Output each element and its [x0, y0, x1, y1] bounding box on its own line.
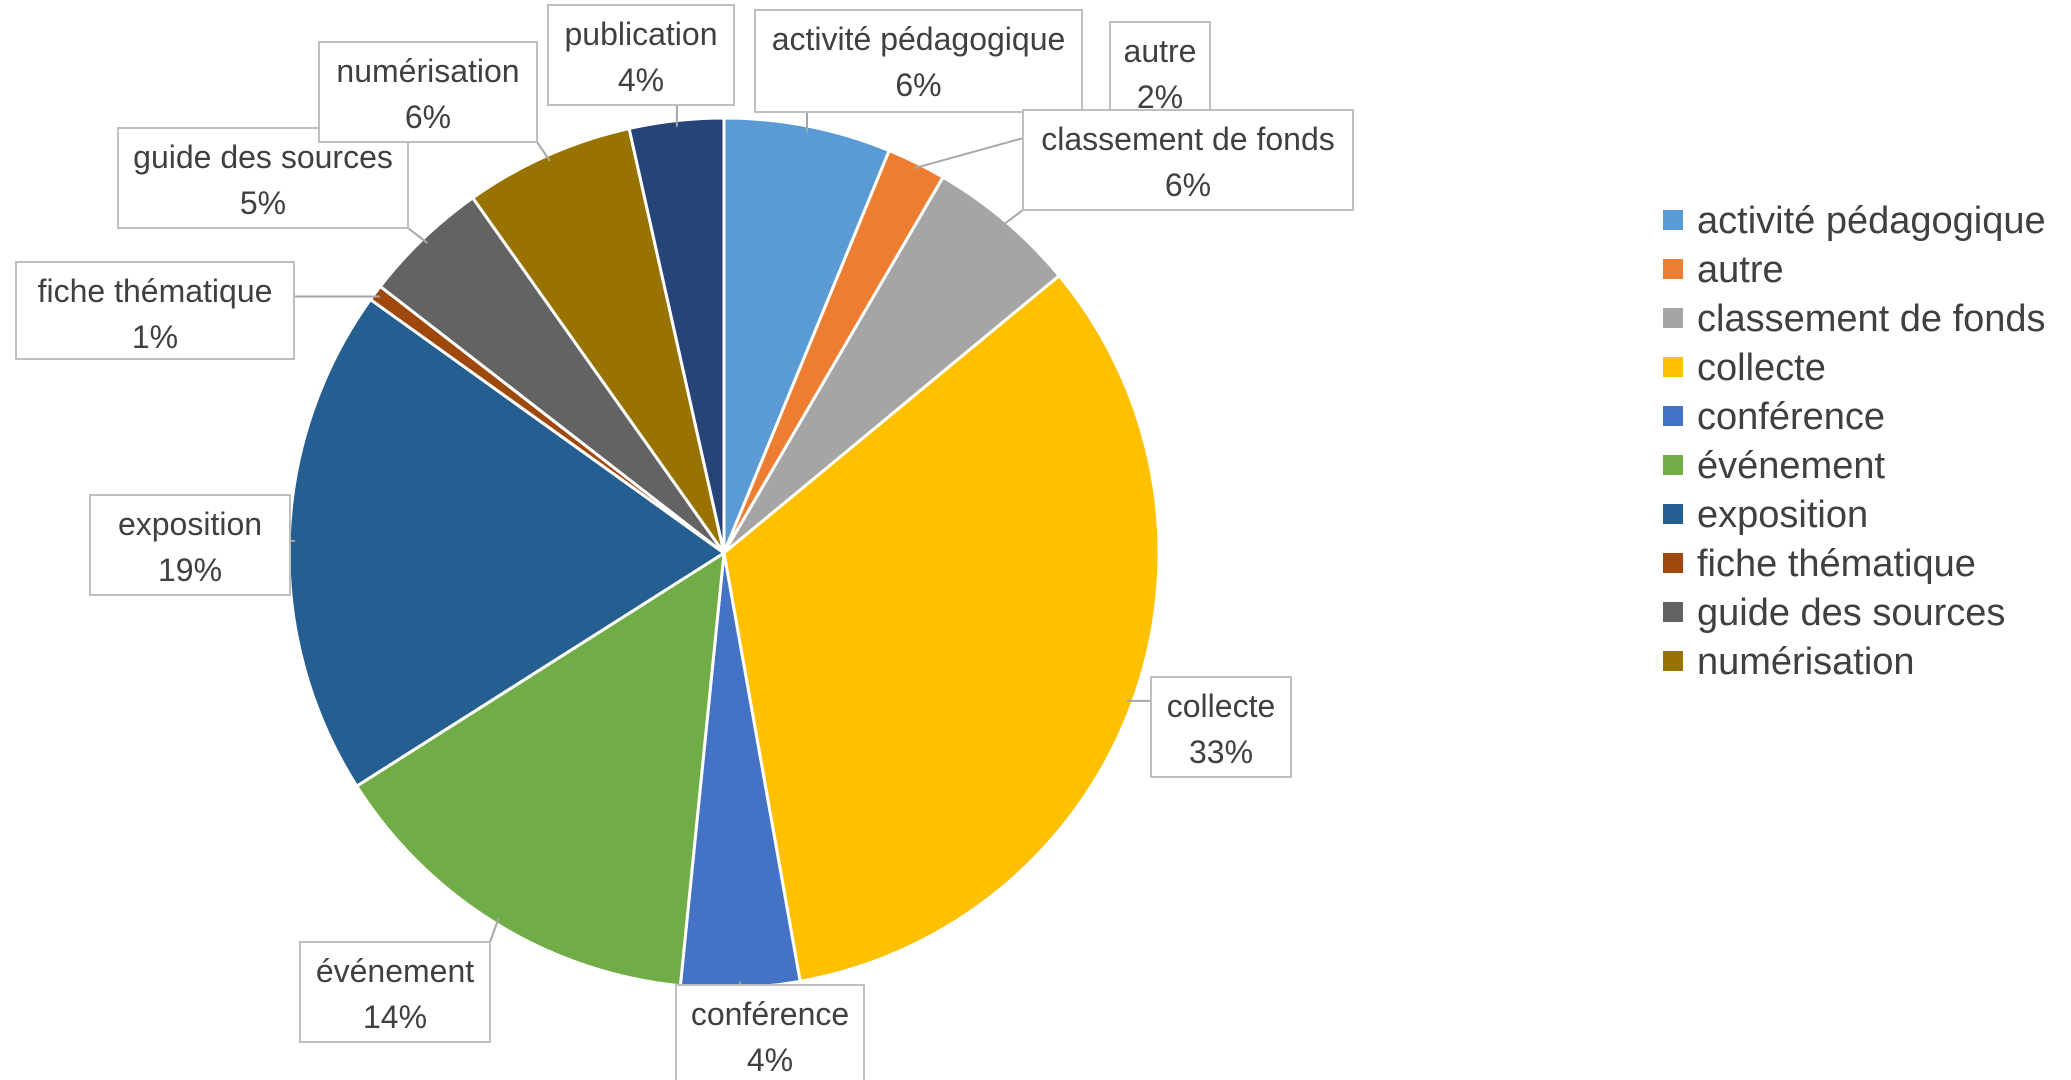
callout-pct-conference: 4%	[747, 1042, 793, 1078]
callout-box-publication	[547, 4, 735, 106]
legend-label-guide-des-sources: guide des sources	[1697, 592, 2005, 634]
callout-pct-evenement: 14%	[363, 999, 427, 1035]
callout-label-autre: autre	[1124, 33, 1197, 69]
callout-label-activite-pedagogique: activité pédagogique	[772, 21, 1066, 57]
callout-pct-classement-de-fonds: 6%	[1165, 167, 1211, 203]
legend-swatch-evenement	[1663, 455, 1683, 475]
slice-activite-pedagogique	[722, 116, 891, 555]
callout-pct-exposition: 19%	[158, 552, 222, 588]
callout-label-conference: conférence	[691, 996, 849, 1032]
callout-box-conference	[675, 984, 865, 1080]
legend-swatch-classement-de-fonds	[1663, 308, 1683, 328]
callout-pct-numerisation: 6%	[405, 99, 451, 135]
slice-numerisation	[471, 126, 726, 555]
callout-label-collecte: collecte	[1167, 688, 1276, 724]
legend-swatch-collecte	[1663, 357, 1683, 377]
leader-line-evenement	[489, 917, 500, 943]
legend-label-autre: autre	[1697, 249, 1784, 291]
callout-label-evenement: événement	[316, 953, 474, 989]
slice-evenement	[355, 551, 726, 988]
callout-pct-guide-des-sources: 5%	[240, 185, 286, 221]
legend-label-exposition: exposition	[1697, 494, 1868, 536]
callout-box-autre	[1109, 21, 1211, 115]
legend: activité pédagogique autre classement de f…	[1663, 200, 2046, 683]
legend-swatch-autre	[1663, 259, 1683, 279]
callout-pct-collecte: 33%	[1189, 734, 1253, 770]
callout-box-numerisation	[318, 41, 538, 143]
callout-box-activite-pedagogique	[754, 9, 1083, 113]
slice-classement-de-fonds	[722, 175, 1061, 555]
leader-line-numerisation	[536, 141, 551, 162]
callout-pct-fiche-thematique: 1%	[132, 319, 178, 355]
callout-box-exposition	[89, 494, 291, 596]
callout-label-exposition: exposition	[118, 506, 262, 542]
callouts: activité pédagogique6%autre2%classement …	[15, 4, 1354, 1080]
legend-label-fiche-thematique: fiche thématique	[1697, 543, 1976, 585]
legend-swatch-fiche-thematique	[1663, 553, 1683, 573]
callout-box-classement-de-fonds	[1022, 109, 1354, 211]
legend-label-conference: conférence	[1697, 396, 1885, 438]
callout-label-numerisation: numérisation	[336, 53, 519, 89]
callout-box-guide-des-sources	[117, 127, 409, 229]
callout-pct-activite-pedagogique: 6%	[895, 67, 941, 103]
callout-box-collecte	[1150, 676, 1292, 778]
callout-box-fiche-thematique	[15, 261, 295, 360]
leader-line-classement-de-fonds	[1001, 209, 1024, 227]
pie-slices	[287, 116, 1161, 990]
callout-label-classement-de-fonds: classement de fonds	[1041, 121, 1335, 157]
legend-label-collecte: collecte	[1697, 347, 1826, 389]
callout-label-fiche-thematique: fiche thématique	[38, 273, 273, 309]
legend-swatch-guide-des-sources	[1663, 602, 1683, 622]
legend-label-activite-pedagogique: activité pédagogique	[1697, 200, 2046, 242]
legend-label-numerisation: numérisation	[1697, 641, 1915, 683]
callout-label-publication: publication	[565, 16, 718, 52]
legend-label-evenement: événement	[1697, 445, 1885, 487]
slice-collecte	[722, 274, 1161, 983]
legend-swatch-numerisation	[1663, 651, 1683, 671]
legend-swatch-conference	[1663, 406, 1683, 426]
legend-swatch-activite-pedagogique	[1663, 210, 1683, 230]
callout-box-evenement	[299, 941, 491, 1043]
callout-pct-publication: 4%	[618, 62, 664, 98]
legend-label-classement-de-fonds: classement de fonds	[1697, 298, 2046, 340]
leader-line-guide-des-sources	[407, 227, 429, 244]
callout-label-guide-des-sources: guide des sources	[133, 139, 393, 175]
legend-swatch-exposition	[1663, 504, 1683, 524]
